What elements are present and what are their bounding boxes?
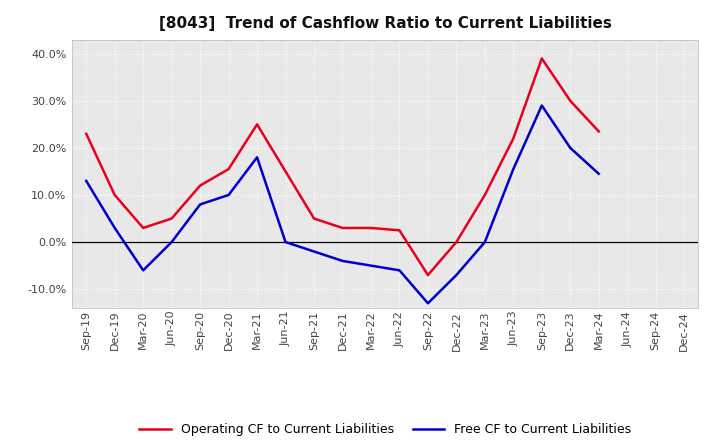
Operating CF to Current Liabilities	[139, 225, 148, 231]
Free CF to Current Liabilities	[509, 166, 518, 172]
Operating CF to Current Liabilities	[82, 131, 91, 136]
Operating CF to Current Liabilities	[595, 129, 603, 134]
Operating CF to Current Liabilities	[423, 272, 432, 278]
Title: [8043]  Trend of Cashflow Ratio to Current Liabilities: [8043] Trend of Cashflow Ratio to Curren…	[159, 16, 611, 32]
Free CF to Current Liabilities	[452, 272, 461, 278]
Free CF to Current Liabilities	[253, 155, 261, 160]
Line: Free CF to Current Liabilities: Free CF to Current Liabilities	[86, 106, 599, 303]
Operating CF to Current Liabilities	[452, 239, 461, 245]
Free CF to Current Liabilities	[537, 103, 546, 108]
Operating CF to Current Liabilities	[167, 216, 176, 221]
Free CF to Current Liabilities	[196, 202, 204, 207]
Free CF to Current Liabilities	[338, 258, 347, 264]
Free CF to Current Liabilities	[366, 263, 375, 268]
Free CF to Current Liabilities	[82, 178, 91, 183]
Operating CF to Current Liabilities	[253, 122, 261, 127]
Free CF to Current Liabilities	[167, 239, 176, 245]
Operating CF to Current Liabilities	[395, 227, 404, 233]
Operating CF to Current Liabilities	[366, 225, 375, 231]
Free CF to Current Liabilities	[110, 225, 119, 231]
Free CF to Current Liabilities	[595, 171, 603, 176]
Free CF to Current Liabilities	[423, 301, 432, 306]
Operating CF to Current Liabilities	[310, 216, 318, 221]
Free CF to Current Liabilities	[395, 268, 404, 273]
Free CF to Current Liabilities	[139, 268, 148, 273]
Operating CF to Current Liabilities	[509, 136, 518, 141]
Legend: Operating CF to Current Liabilities, Free CF to Current Liabilities: Operating CF to Current Liabilities, Fre…	[135, 418, 636, 440]
Free CF to Current Liabilities	[225, 192, 233, 198]
Operating CF to Current Liabilities	[566, 98, 575, 103]
Free CF to Current Liabilities	[566, 145, 575, 150]
Operating CF to Current Liabilities	[282, 169, 290, 174]
Operating CF to Current Liabilities	[480, 192, 489, 198]
Free CF to Current Liabilities	[282, 239, 290, 245]
Free CF to Current Liabilities	[310, 249, 318, 254]
Operating CF to Current Liabilities	[225, 166, 233, 172]
Free CF to Current Liabilities	[480, 239, 489, 245]
Operating CF to Current Liabilities	[110, 192, 119, 198]
Operating CF to Current Liabilities	[338, 225, 347, 231]
Operating CF to Current Liabilities	[196, 183, 204, 188]
Line: Operating CF to Current Liabilities: Operating CF to Current Liabilities	[86, 59, 599, 275]
Operating CF to Current Liabilities	[537, 56, 546, 61]
